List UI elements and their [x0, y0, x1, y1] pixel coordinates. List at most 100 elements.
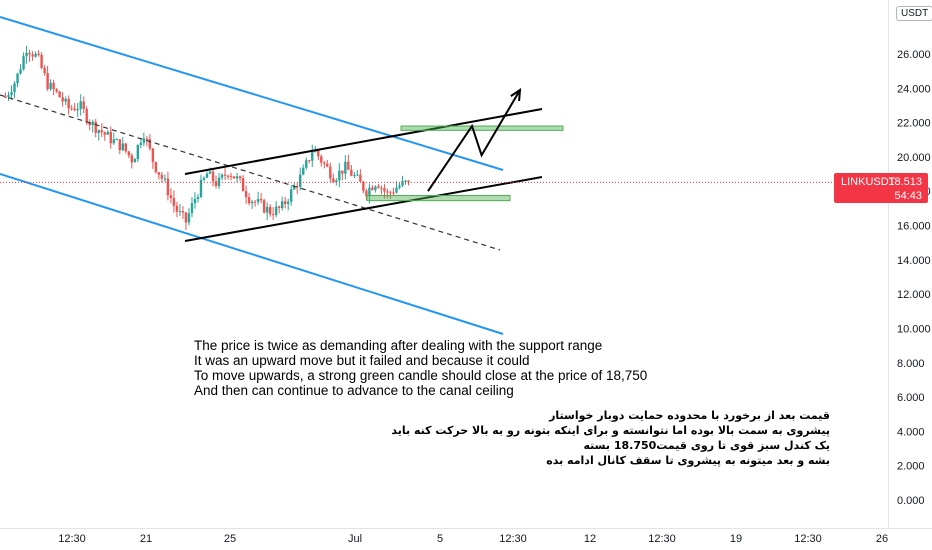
channel-upper-line[interactable]: [0, 16, 504, 171]
time-axis[interactable]: 12:30 21 25 Jul 5 12:30 12 12:30 19 12:30 26: [58, 533, 888, 545]
drawings-layer: [0, 16, 564, 335]
candle-body: [25, 53, 28, 57]
candle-body: [133, 159, 137, 163]
candle-body: [64, 98, 67, 102]
bar-countdown: 54:43: [894, 190, 922, 202]
candle-body: [34, 53, 37, 57]
candle-body: [10, 92, 13, 96]
channel-lower-line[interactable]: [0, 173, 504, 335]
candle-body: [202, 177, 206, 180]
candle-body: [392, 192, 395, 194]
candle-body: [374, 186, 377, 191]
candle-body: [28, 53, 31, 55]
candle-body: [247, 197, 251, 204]
candle-body: [341, 170, 344, 174]
candle-body: [347, 161, 350, 170]
candle-body: [154, 162, 158, 173]
price-tick-label: 10.000: [897, 323, 931, 335]
candle-body: [82, 101, 85, 109]
candle-body: [302, 167, 305, 175]
candle-body: [19, 69, 22, 74]
candle-body: [103, 132, 106, 135]
time-tick-label: 12: [584, 533, 596, 545]
candle-body: [404, 180, 407, 182]
candle-body: [157, 172, 161, 175]
candle-body: [52, 82, 55, 90]
price-tick-label: 16.000: [897, 221, 931, 233]
candle-body: [250, 201, 254, 204]
candle-body: [386, 191, 389, 193]
candle-body: [262, 200, 266, 213]
english-note-line: And then can continue to advance to the …: [194, 383, 514, 398]
price-tick-label: 12.000: [897, 289, 931, 301]
time-tick-label: 21: [140, 533, 152, 545]
candle-body: [112, 139, 115, 144]
candle-body: [317, 150, 320, 157]
candle-body: [256, 199, 260, 202]
candle-body: [277, 206, 281, 209]
rising-channel-lower-line[interactable]: [184, 176, 543, 242]
candle-body: [398, 185, 401, 188]
candle-body: [395, 187, 398, 193]
price-tick-label: 14.000: [897, 255, 931, 267]
candle-body: [73, 108, 76, 111]
candle-body: [94, 121, 97, 133]
rising-channel-upper-line[interactable]: [184, 108, 543, 175]
persian-note-line: پیشروی به سمت بالا بوده اما نتوانسته و ب…: [391, 424, 830, 437]
candle-body: [7, 95, 10, 97]
dashed-midline[interactable]: [0, 94, 501, 251]
candle-body: [49, 82, 52, 90]
currency-label[interactable]: USDT: [896, 6, 932, 21]
candle-body: [22, 56, 25, 70]
candle-body: [214, 181, 218, 187]
last-price-badge: LINKUSDT 18.513 54:43: [834, 173, 928, 203]
price-tick-label: 24.000: [897, 83, 931, 95]
candle-body: [43, 67, 46, 73]
candle-body: [130, 155, 134, 163]
candle-body: [85, 108, 88, 123]
candle-body: [100, 130, 103, 133]
candle-body: [190, 203, 194, 214]
english-note-line: It was an upward move but it failed and …: [194, 353, 530, 368]
candle-body: [311, 152, 314, 161]
price-tick-label: 8.000: [897, 358, 925, 370]
candle-body: [46, 72, 49, 90]
persian-note: قیمت بعد از برخورد با محدوده حمایت دوبار…: [391, 408, 831, 468]
price-tick-label: 22.000: [897, 118, 931, 130]
support-zone[interactable]: [366, 195, 511, 202]
candle-body: [151, 148, 155, 163]
candle-body: [290, 189, 293, 202]
time-tick-label: 12:30: [648, 533, 676, 545]
candle-body: [37, 53, 40, 55]
candle-body: [223, 174, 227, 176]
candle-body: [259, 199, 263, 201]
candle-body: [271, 214, 275, 216]
candle-body: [389, 192, 392, 194]
candle-body: [287, 201, 290, 204]
candle-body: [326, 163, 329, 167]
candle-body: [16, 73, 19, 84]
resistance-zone[interactable]: [400, 125, 564, 131]
candle-body: [283, 201, 287, 204]
candle-body: [79, 101, 82, 109]
candle-body: [353, 174, 356, 176]
price-axis[interactable]: 26.00024.00022.00020.00018.00016.00014.0…: [897, 49, 931, 507]
candle-body: [184, 212, 188, 223]
candle-body: [58, 91, 61, 98]
candle-body: [55, 89, 58, 92]
candle-body: [338, 170, 341, 181]
time-tick-label: 26: [876, 533, 888, 545]
candle-body: [329, 166, 332, 179]
candle-body: [136, 144, 140, 160]
english-note: The price is twice as demanding after de…: [194, 338, 714, 398]
candle-body: [70, 108, 73, 110]
candle-body: [238, 176, 242, 179]
persian-note-line: یک کندل سبز قوی تا روی قیمت18.750 بسته: [583, 439, 831, 452]
time-tick-label: 12:30: [499, 533, 527, 545]
candle-body: [199, 179, 203, 197]
candle-body: [359, 174, 362, 182]
candle-body: [187, 213, 191, 223]
projection-arrow[interactable]: [427, 89, 521, 192]
candle-body: [208, 171, 212, 174]
